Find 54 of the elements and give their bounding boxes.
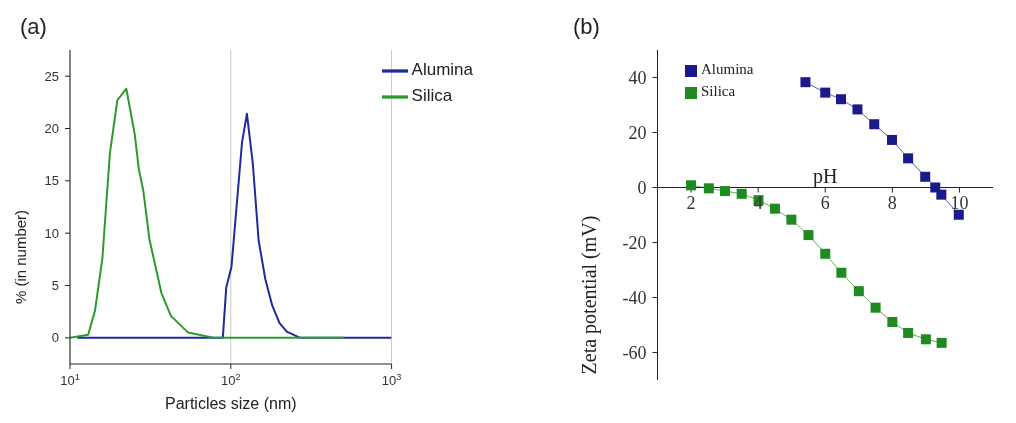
x-tick-label: 2 [686,192,696,213]
point [936,337,947,348]
y-tick-label: 20 [628,122,647,143]
y-tick-label: 40 [628,67,647,88]
point [769,203,780,214]
point [820,87,831,98]
x-tick-label: 10$^{3}$ [381,372,402,388]
point [836,94,847,105]
point [686,180,697,191]
point [803,230,814,241]
legend-label: Alumina [701,61,754,77]
point [703,183,714,194]
x-tick-label: 10$^{2}$ [221,372,241,388]
x-tick-label: 8 [887,192,897,213]
y-axis-title: % (in number) [12,209,30,305]
chart-title: (b) [573,14,600,40]
point [820,248,831,259]
point [920,171,931,182]
y-tick-label: 5 [51,278,59,294]
point [786,214,797,225]
chart-title: (a) [20,14,47,40]
point [869,119,880,130]
point [887,316,898,327]
x-axis-title: pH [813,164,838,188]
y-axis-title: Zeta potential (mV) [577,215,601,375]
y-tick-label: 20 [44,121,59,137]
y-tick-label: 0 [51,330,59,346]
y-tick-label: 25 [44,68,59,84]
point [953,209,964,220]
y-tick-label: -40 [622,287,647,308]
point [719,186,730,197]
point [887,134,898,145]
x-tick-label: 6 [820,192,830,213]
x-axis-title: Particles size (nm) [165,395,297,412]
point [903,327,914,338]
legend-label: Silica [411,86,453,106]
point [920,334,931,345]
point [836,267,847,278]
y-tick-label: -60 [622,342,647,363]
x-tick-label: 10$^{1}$ [60,372,80,388]
y-tick-label: 10 [44,225,59,241]
legend-label: Alumina [411,60,473,80]
y-tick-label: 0 [637,177,647,198]
point [852,104,863,115]
point [903,153,914,164]
point [800,77,811,88]
point [936,189,947,200]
point [736,188,747,199]
y-tick-label: -20 [622,232,647,253]
point [853,286,864,297]
x-tick-label: 10 [950,192,969,213]
y-tick-label: 15 [44,173,59,189]
legend-label: Silica [701,83,736,99]
point [870,302,881,313]
